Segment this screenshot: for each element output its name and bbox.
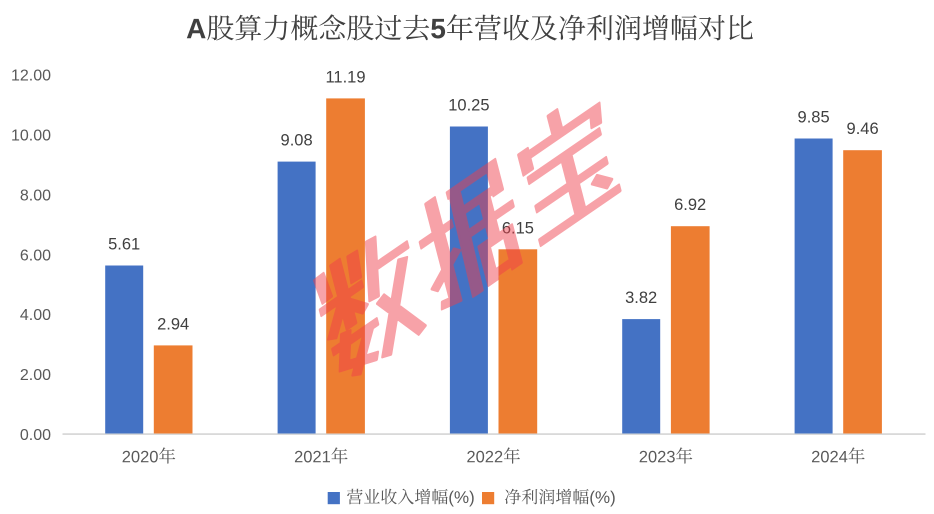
svg-text:2.00: 2.00 [20, 367, 51, 384]
svg-text:10.25: 10.25 [448, 97, 489, 115]
svg-text:9.08: 9.08 [281, 132, 313, 150]
svg-text:10.00: 10.00 [11, 128, 51, 145]
svg-text:5.61: 5.61 [108, 236, 140, 254]
svg-text:6.00: 6.00 [20, 247, 51, 264]
svg-text:4.00: 4.00 [20, 307, 51, 324]
svg-text:6.92: 6.92 [674, 196, 706, 214]
svg-text:11.19: 11.19 [325, 68, 365, 86]
svg-text:2.94: 2.94 [157, 315, 189, 333]
svg-text:0.00: 0.00 [20, 427, 51, 444]
svg-text:6.15: 6.15 [502, 219, 534, 237]
svg-text:9.46: 9.46 [847, 120, 879, 138]
svg-text:3.82: 3.82 [625, 289, 657, 307]
svg-text:9.85: 9.85 [798, 109, 830, 127]
svg-text:12.00: 12.00 [11, 68, 51, 85]
svg-text:8.00: 8.00 [20, 187, 51, 204]
